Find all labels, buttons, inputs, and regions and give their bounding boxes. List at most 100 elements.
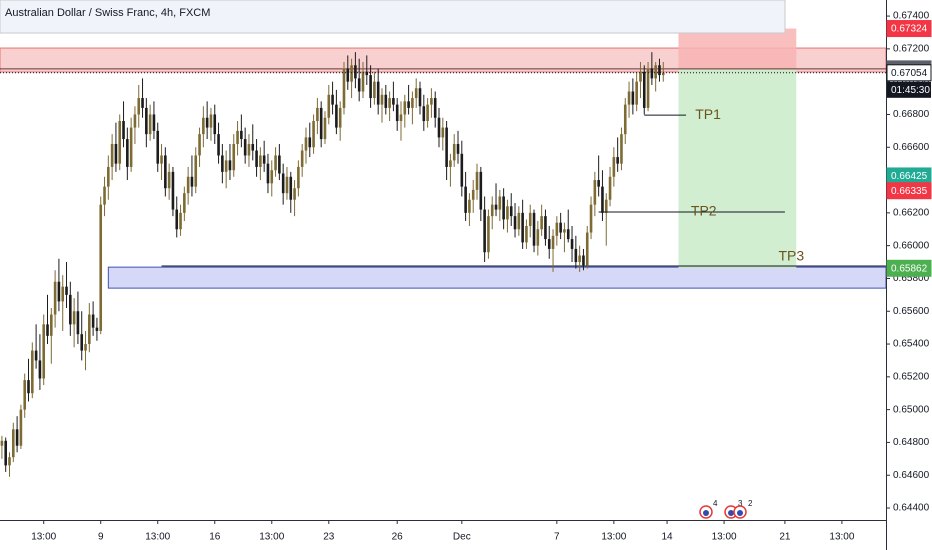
candle-body <box>490 204 494 217</box>
candle-body <box>570 239 574 249</box>
candle-body <box>202 117 205 135</box>
candle-body <box>308 137 312 148</box>
x-tick-label: 21 <box>779 532 791 543</box>
candle-body <box>167 171 171 189</box>
candle-body <box>31 350 34 394</box>
y-tick-label: 0.64800 <box>893 437 930 448</box>
candle-body <box>65 286 68 295</box>
candle-body <box>23 380 27 410</box>
candle-body <box>430 98 433 105</box>
candle-body <box>141 98 144 108</box>
candle-body <box>513 216 517 230</box>
candle-body <box>483 209 486 253</box>
candle-body <box>437 117 441 138</box>
candle-body <box>186 176 190 194</box>
x-tick-label: 7 <box>554 532 560 543</box>
x-tick-label: 26 <box>392 532 404 543</box>
candle-body <box>456 143 460 154</box>
candle-body <box>156 130 160 164</box>
candle-body <box>34 350 38 361</box>
candle-body <box>270 170 274 184</box>
candle-body <box>517 212 521 230</box>
candle-body <box>566 229 570 240</box>
target-label: TP3 <box>778 248 804 264</box>
candle-body <box>559 222 562 233</box>
event-flag <box>703 510 709 516</box>
y-tick-label: 0.67200 <box>893 44 930 55</box>
candle-body <box>407 101 410 108</box>
candle-body <box>399 114 403 122</box>
y-tick-label: 0.65000 <box>893 404 930 415</box>
candle-body <box>601 186 604 213</box>
price-badge <box>886 20 932 38</box>
candle-body <box>95 327 99 331</box>
candle-body <box>53 281 57 315</box>
candle-body <box>498 196 502 210</box>
candle-body <box>240 130 243 140</box>
candle-body <box>642 71 646 108</box>
candle-body <box>72 311 76 325</box>
y-tick-label: 0.66000 <box>893 240 930 251</box>
candle-body <box>593 180 597 205</box>
candle-body <box>373 81 376 99</box>
candle-body <box>460 153 464 187</box>
candle-body <box>118 121 122 164</box>
candle-body <box>110 143 114 167</box>
stop-area <box>678 28 797 69</box>
x-tick-label: 13:00 <box>829 532 854 543</box>
candle-body <box>608 176 612 200</box>
candle-body <box>392 98 395 105</box>
candle-body <box>327 94 331 118</box>
candle-body <box>0 440 4 446</box>
title-box <box>0 0 786 34</box>
candle-body <box>433 98 437 118</box>
candle-body <box>369 75 372 99</box>
candle-body <box>525 225 528 243</box>
event-count: 2 <box>748 499 753 508</box>
candle-body <box>171 171 175 210</box>
candle-body <box>42 324 46 379</box>
x-tick-label: 13:00 <box>712 532 737 543</box>
candle-body <box>452 143 456 161</box>
x-tick-label: 16 <box>209 532 221 543</box>
candle-body <box>57 281 61 302</box>
candle-body <box>76 311 80 335</box>
candle-body <box>88 314 91 345</box>
x-tick-label: 9 <box>98 532 104 543</box>
candle-body <box>232 143 236 171</box>
candle-body <box>612 157 616 177</box>
candle-body <box>536 229 540 246</box>
candle-body <box>179 212 182 230</box>
candle-body <box>509 206 513 217</box>
y-tick-label: 0.67400 <box>893 11 930 22</box>
candle-body <box>255 150 258 167</box>
y-tick-label: 0.66800 <box>893 109 930 120</box>
candle-body <box>122 121 125 140</box>
candle-body <box>502 196 505 220</box>
y-tick-label: 0.66200 <box>893 207 930 218</box>
candle-body <box>84 344 87 351</box>
candle-body <box>152 114 156 131</box>
price-badge <box>886 259 932 277</box>
x-tick-label: Dec <box>453 532 471 543</box>
candle-body <box>414 88 418 99</box>
candle-body <box>114 143 118 164</box>
candle-body <box>555 222 559 236</box>
candle-body <box>243 139 247 156</box>
candle-body <box>300 150 304 167</box>
candle-body <box>574 248 578 263</box>
x-tick-label: 13:00 <box>601 532 626 543</box>
candle-body <box>293 188 296 200</box>
candle-body <box>544 216 547 240</box>
candle-body <box>388 98 391 108</box>
x-tick-label: 23 <box>323 532 335 543</box>
candle-body <box>224 160 228 172</box>
event-count: 4 <box>713 499 718 508</box>
candle-body <box>338 107 342 128</box>
candle-body <box>635 81 638 105</box>
candle-body <box>585 232 589 266</box>
candle-body <box>540 216 543 230</box>
candle-body <box>289 176 293 200</box>
candle-body <box>468 199 471 213</box>
candle-body <box>384 94 388 108</box>
